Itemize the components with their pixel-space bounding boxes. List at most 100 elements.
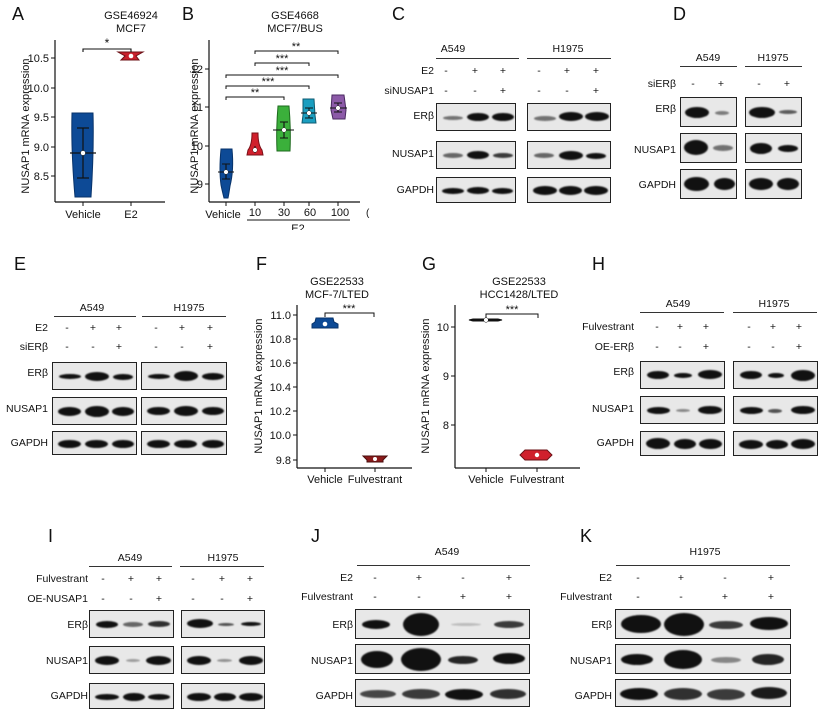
svg-text:Vehicle: Vehicle [307,474,342,486]
panel-j-blot-erb-a549 [355,609,530,639]
panel-h-blot-label-gapdh: GAPDH [596,437,634,449]
panel-d-divider-h1975 [745,66,802,68]
panel-c-blot-nusap1-a549 [436,141,516,169]
panel-c-blot-gapdh-a549 [436,177,516,203]
svg-text:8.5: 8.5 [34,171,49,183]
panel-e-blot-nusap1-h1975 [141,397,227,425]
svg-text:8: 8 [443,420,449,432]
svg-text:11: 11 [192,102,203,114]
svg-text:9: 9 [197,179,203,191]
panel-f-title-line2: MCF-7/LTED [305,289,369,301]
panel-c-blot-erb-h1975 [527,103,611,131]
panel-i-blot-nusap1-a549 [89,646,174,674]
panel-b-title-line2: MCF7/BUS [267,23,323,35]
panel-i-blot-label-erb: ERβ [67,619,88,631]
panel-k-rowlabel-fulvestrant: Fulvestrant [560,591,612,603]
panel-d-blot-nusap1-h1975 [745,133,802,163]
svg-text:Fulvestrant: Fulvestrant [348,474,402,486]
panel-c-blot-nusap1-h1975 [527,141,611,169]
panel-e-rowlabel-sierb: siERβ [19,341,48,353]
panel-i-blot-gapdh-a549 [89,683,174,709]
panel-h-blot-nusap1-a549 [640,396,725,424]
svg-text:***: *** [343,303,357,315]
panel-a-letter: A [12,4,25,24]
panel-h-letter: H [592,254,605,274]
panel-k-rowlabel-e2: E2 [599,572,612,584]
panel-i-blot-gapdh-h1975 [181,683,265,709]
svg-text:***: *** [506,304,520,316]
panel-h-blot-gapdh-a549 [640,431,725,456]
panel-e-rowlabel-e2: E2 [35,322,48,334]
panel-h-blot-gapdh-h1975 [733,431,818,456]
panel-i-divider-a549 [89,566,172,568]
panel-i-cellline-a549: A549 [117,552,143,564]
svg-text:9.8: 9.8 [276,455,291,467]
panel-j-blot-nusap1-a549 [355,644,530,674]
panel-k-blot-erb-h1975 [615,609,791,639]
panel-i-blot-erb-h1975 [181,610,265,638]
panel-e-cellline-h1975: H1975 [173,302,205,314]
panel-j-letter: J [311,526,320,546]
panel-d-blot-nusap1-a549 [680,133,737,163]
panel-h-blot-nusap1-h1975 [733,396,818,424]
svg-text:Vehicle: Vehicle [468,474,503,486]
panel-b-title-line1: GSE4668 [271,10,319,22]
svg-text:10.0: 10.0 [28,83,49,95]
svg-text:10.5: 10.5 [28,53,49,65]
panel-h-blot-label-nusap1: NUSAP1 [591,403,634,415]
panel-i-letter: I [48,526,54,546]
panel-h-blot-label-erb: ERβ [613,366,634,378]
svg-text:E2: E2 [291,223,304,230]
panel-e-blot-erb-a549 [52,362,137,390]
panel-e-blot-gapdh-a549 [52,431,137,455]
panel-a-title-line2: MCF7 [116,23,146,35]
panel-e-blot-nusap1-a549 [52,397,137,425]
svg-text:10.8: 10.8 [270,334,291,346]
panel-f-letter: F [256,254,267,274]
panel-h-divider-h1975 [733,312,817,314]
panel-a-chart: 10.5 10.0 9.5 9.0 8.5 * Vehicle E2 [28,36,165,221]
panel-h-blot-erb-a549 [640,361,725,389]
panel-a-title-line1: GSE46924 [104,10,158,22]
panel-e-blot-label-nusap1: NUSAP1 [5,403,48,415]
panel-i-blot-label-nusap1: NUSAP1 [45,655,88,667]
svg-text:***: *** [276,53,290,65]
panel-j-blot-gapdh-a549 [355,679,530,707]
panel-d-cellline-a549: A549 [695,52,721,64]
panel-c-rowlabel-sinusap1: siNUSAP1 [384,85,434,97]
svg-text:11.0: 11.0 [270,310,291,322]
svg-text:10.2: 10.2 [270,406,291,418]
panel-i-blot-label-gapdh: GAPDH [50,690,88,702]
panel-j-rowlabel-fulvestrant: Fulvestrant [301,591,353,603]
panel-i-rowlabel-fulvestrant: Fulvestrant [36,573,88,585]
panel-e-divider-a549 [54,316,136,318]
panel-f-title-line1: GSE22533 [310,276,364,288]
panel-d-blot-label-erb: ERβ [655,103,676,115]
panel-g-title-line1: GSE22533 [492,276,546,288]
panel-e-divider-h1975 [142,316,226,318]
panel-d-rowlabel-sierb: siERβ [647,78,676,90]
panel-e-letter: E [14,254,27,274]
panel-e-blot-label-erb: ERβ [27,367,48,379]
svg-text:10.6: 10.6 [270,358,291,370]
panel-k-letter: K [580,526,593,546]
panel-c-rowlabel-e2: E2 [421,65,434,77]
panel-e-blot-label-gapdh: GAPDH [10,437,48,449]
panel-c-divider-h1975 [527,58,611,60]
svg-text:9: 9 [443,371,449,383]
panel-i-divider-h1975 [180,566,264,568]
panel-i-rowlabel-oe-nusap1: OE-NUSAP1 [27,593,88,605]
panel-f-title: GSE22533 MCF-7/LTED [305,276,369,302]
panel-k-blot-label-erb: ERβ [591,619,612,631]
svg-text:30: 30 [278,207,290,219]
svg-text:12: 12 [191,64,203,76]
panel-k-cellline-h1975: H1975 [689,546,721,558]
panel-d-blot-label-gapdh: GAPDH [638,179,676,191]
panel-c-cellline-h1975: H1975 [552,43,584,55]
panel-j-rowlabel-e2: E2 [340,572,353,584]
panel-i-blot-nusap1-h1975 [181,646,265,674]
svg-text:10: 10 [191,141,203,153]
svg-text:9.5: 9.5 [34,112,49,124]
panel-h-blot-erb-h1975 [733,361,818,389]
panel-i-blot-erb-a549 [89,610,174,638]
